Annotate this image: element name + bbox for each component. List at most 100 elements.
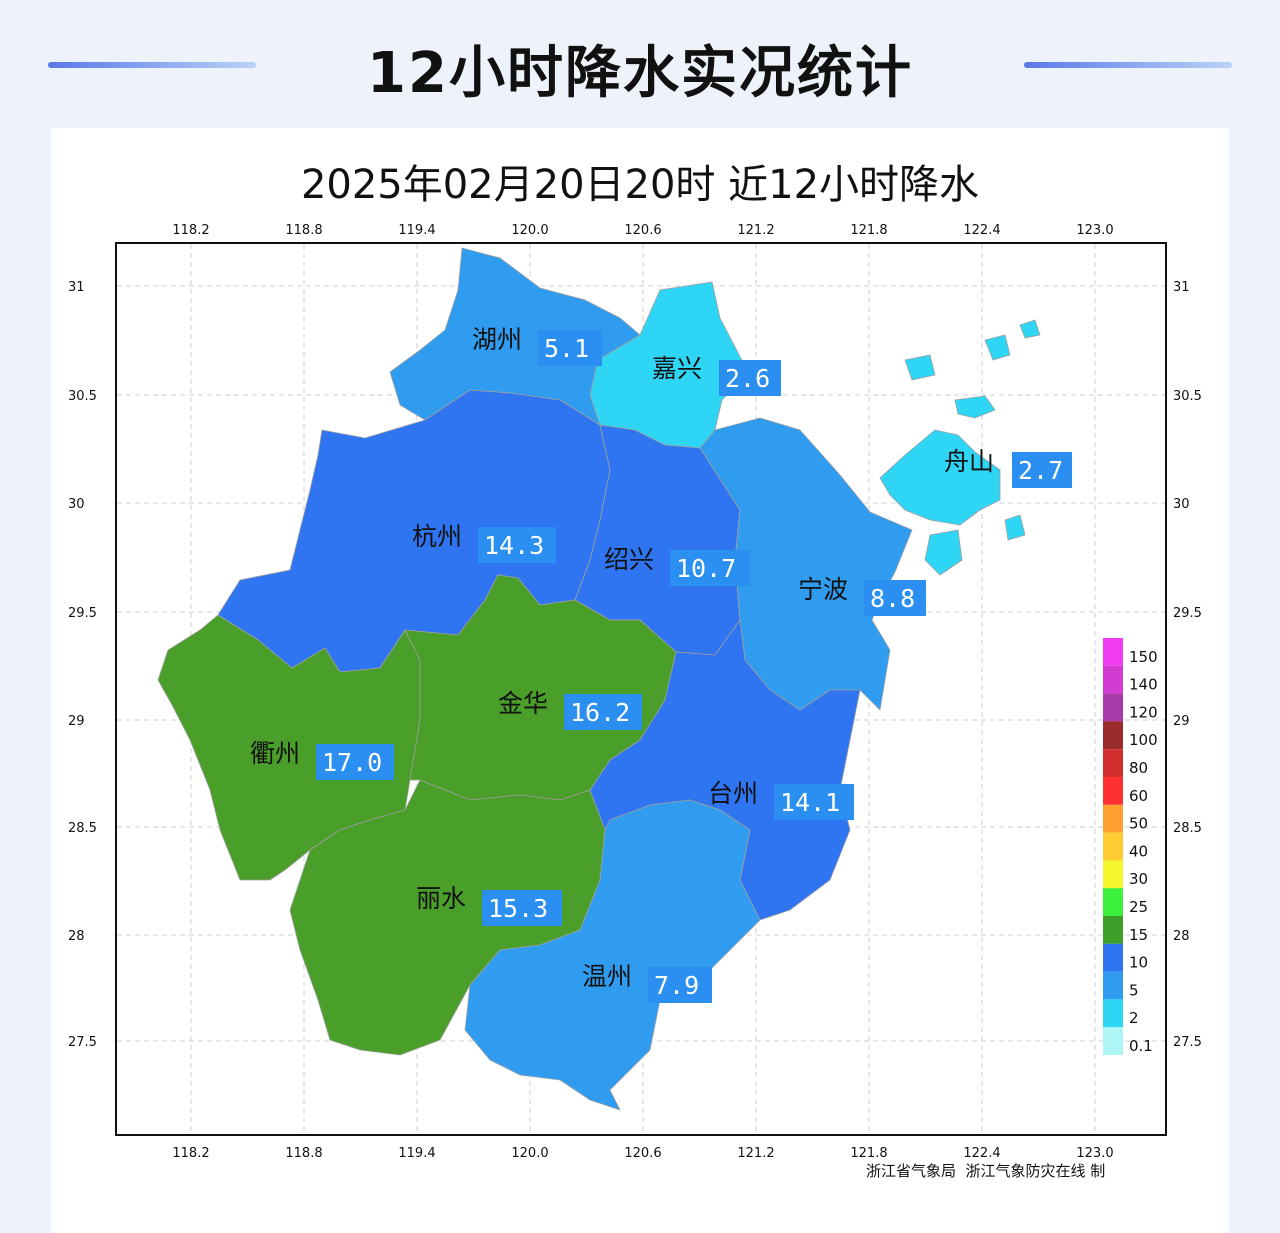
- region-wenzhou: [464, 799, 761, 1111]
- legend-label: 15: [1129, 926, 1148, 944]
- lon-tick-label-top: 119.4: [398, 223, 435, 238]
- legend-swatch: [1103, 943, 1123, 972]
- city-name-label: 丽水: [416, 884, 466, 913]
- city-value-box: [719, 360, 781, 396]
- legend-swatch: [1103, 638, 1123, 666]
- legend-swatch: [1103, 916, 1123, 944]
- lat-tick-label-left: 29.5: [68, 606, 97, 621]
- zhoushan-island: [954, 395, 996, 419]
- lon-tick-label-bottom: 122.4: [963, 1146, 1000, 1161]
- city-value-label: 2.7: [1018, 456, 1063, 485]
- city-labels: 湖州 5.1 嘉兴 2.6 舟山 2.7 杭州 14.3 绍兴 10.7 宁波 8.8 金华 16.2 衢州…: [250, 325, 1072, 1003]
- legend-label: 50: [1129, 815, 1148, 833]
- legend-label: 60: [1129, 787, 1148, 805]
- lat-tick-label-right: 29.5: [1173, 606, 1202, 621]
- legend-label: 5: [1129, 981, 1139, 999]
- lat-tick-label-right: 30.5: [1173, 389, 1202, 404]
- city-value-label: 2.6: [725, 364, 770, 393]
- zhoushan-island: [904, 354, 936, 381]
- credit-text: 浙江省气象局 浙江气象防灾在线 制: [866, 1162, 1106, 1180]
- legend-label: 40: [1129, 842, 1148, 860]
- province-regions: [157, 247, 1041, 1111]
- legend-swatch: [1103, 749, 1123, 777]
- lon-tick-label-bottom: 118.8: [285, 1146, 322, 1161]
- zhoushan-island: [984, 334, 1011, 361]
- city-value-label: 10.7: [676, 554, 736, 583]
- city-value-label: 15.3: [488, 894, 548, 923]
- legend-swatch: [1103, 971, 1123, 1000]
- city-value-label: 14.1: [780, 788, 840, 817]
- legend-swatch: [1103, 999, 1123, 1028]
- lon-tick-label-top: 120.6: [624, 223, 661, 238]
- lon-tick-label-bottom: 120.6: [624, 1146, 661, 1161]
- city-value-box: [670, 550, 750, 586]
- zhoushan-island: [924, 529, 963, 576]
- lon-tick-label-bottom: 120.0: [511, 1146, 548, 1161]
- city-name-label: 台州: [708, 779, 758, 808]
- lon-tick-label-bottom: 121.8: [850, 1146, 887, 1161]
- lat-tick-label-right: 31: [1173, 280, 1190, 295]
- zhoushan-island: [1004, 514, 1026, 541]
- lat-tick-label-left: 29: [68, 714, 85, 729]
- map-title: 2025年02月20日20时 近12小时降水: [300, 162, 980, 208]
- legend-swatch: [1103, 721, 1123, 750]
- lat-tick-label-left: 30: [68, 497, 85, 512]
- page-title: 12小时降水实况统计: [367, 41, 913, 106]
- city-value-label: 17.0: [322, 748, 382, 777]
- city-name-label: 湖州: [472, 325, 522, 354]
- lon-tick-label-top: 118.2: [172, 223, 209, 238]
- lon-tick-label-top: 123.0: [1076, 223, 1113, 238]
- city-name-label: 舟山: [944, 447, 994, 476]
- legend-label: 0.1: [1129, 1037, 1153, 1055]
- city-value-box: [864, 580, 926, 616]
- legend-swatch: [1103, 777, 1123, 805]
- legend-label: 100: [1129, 731, 1158, 749]
- city-value-label: 7.9: [654, 971, 699, 1000]
- header-decor-left: [48, 62, 256, 68]
- lon-tick-label-top: 118.8: [285, 223, 322, 238]
- city-value-box: [648, 967, 712, 1003]
- legend-label: 25: [1129, 898, 1148, 916]
- legend-label: 2: [1129, 1009, 1139, 1027]
- city-name-label: 嘉兴: [652, 354, 702, 383]
- city-value-label: 16.2: [570, 698, 630, 727]
- lat-tick-label-right: 28.5: [1173, 821, 1202, 836]
- city-value-box: [564, 694, 642, 730]
- city-value-box: [316, 744, 394, 780]
- header-decor-right: [1024, 62, 1232, 68]
- lat-tick-label-left: 28.5: [68, 821, 97, 836]
- city-name-label: 绍兴: [604, 545, 654, 574]
- legend-label: 150: [1129, 648, 1158, 666]
- lon-tick-label-bottom: 123.0: [1076, 1146, 1113, 1161]
- city-value-box: [774, 784, 854, 820]
- city-value-label: 5.1: [544, 334, 589, 363]
- legend-swatch: [1103, 1027, 1123, 1055]
- lon-tick-label-bottom: 121.2: [737, 1146, 774, 1161]
- lon-tick-label-top: 121.8: [850, 223, 887, 238]
- lon-tick-label-bottom: 118.2: [172, 1146, 209, 1161]
- city-name-label: 宁波: [798, 575, 848, 604]
- city-name-label: 金华: [498, 689, 548, 718]
- city-value-box: [482, 890, 562, 926]
- legend-label: 140: [1129, 676, 1158, 694]
- lon-tick-label-top: 120.0: [511, 223, 548, 238]
- city-value-box: [538, 330, 602, 366]
- legend-label: 30: [1129, 870, 1148, 888]
- legend-swatch: [1103, 832, 1123, 861]
- lat-tick-label-right: 28: [1173, 929, 1190, 944]
- lat-tick-label-left: 31: [68, 280, 85, 295]
- city-name-label: 温州: [582, 962, 632, 991]
- lat-tick-label-right: 29: [1173, 714, 1190, 729]
- region-taizhou: [589, 618, 861, 921]
- lat-tick-label-right: 27.5: [1173, 1035, 1202, 1050]
- lat-tick-label-left: 30.5: [68, 389, 97, 404]
- legend-swatch: [1103, 804, 1123, 833]
- region-zhoushan: [879, 429, 1001, 526]
- zhoushan-island: [1019, 319, 1041, 339]
- legend-swatch: [1103, 665, 1123, 694]
- legend-label: 10: [1129, 954, 1148, 972]
- legend-swatch: [1103, 888, 1123, 916]
- lat-tick-label-left: 28: [68, 929, 85, 944]
- legend-label: 120: [1129, 703, 1158, 721]
